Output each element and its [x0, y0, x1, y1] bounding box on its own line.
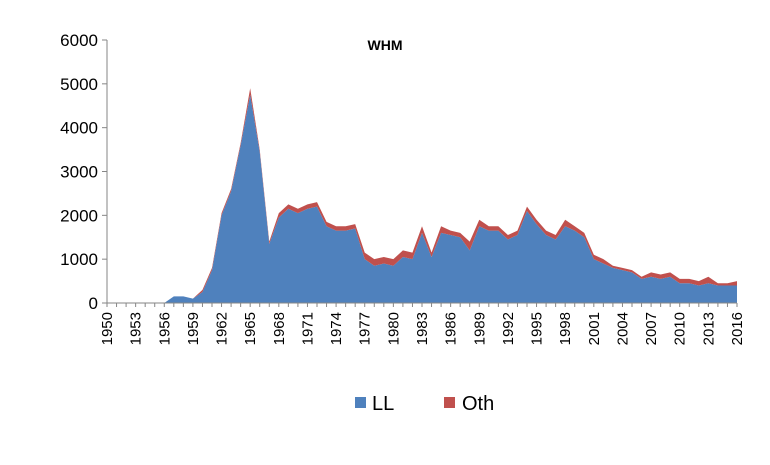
x-axis-ticks: 1950 1953 1956 1959 1962 1965 1968 1971 1974 1977… [99, 303, 746, 345]
x-tick-label: 1965 [242, 312, 259, 345]
x-tick-label: 1974 [328, 312, 345, 345]
legend-label-oth: Oth [462, 393, 494, 415]
series-area-ll [107, 94, 737, 303]
y-tick-label: 2000 [60, 206, 98, 225]
y-tick-label: 1000 [60, 250, 98, 269]
x-tick-label: 1971 [299, 312, 316, 345]
y-tick-label: 3000 [60, 163, 98, 182]
legend-swatch-oth [444, 397, 455, 408]
x-tick-label: 2013 [700, 312, 717, 345]
x-tick-label: 2016 [729, 312, 746, 345]
x-tick-label: 2001 [586, 312, 603, 345]
x-tick-label: 2007 [643, 312, 660, 345]
x-tick-label: 1968 [271, 312, 288, 345]
y-tick-label: 5000 [60, 75, 98, 94]
x-tick-label: 1953 [128, 312, 145, 345]
chart-title: WHM [368, 37, 403, 53]
legend-label-ll: LL [372, 393, 394, 415]
x-tick-label: 1986 [443, 312, 460, 345]
x-tick-label: 1983 [414, 312, 431, 345]
y-tick-label: 6000 [60, 31, 98, 50]
x-tick-label: 1962 [214, 312, 231, 345]
x-tick-label: 1995 [529, 312, 546, 345]
legend: LL Oth [355, 393, 494, 415]
x-tick-label: 1959 [185, 312, 202, 345]
series-layer [107, 88, 737, 303]
x-tick-label: 1992 [500, 312, 517, 345]
y-tick-label: 0 [89, 294, 98, 313]
x-tick-label: 2010 [672, 312, 689, 345]
x-tick-label: 2004 [614, 312, 631, 345]
x-tick-label: 1956 [156, 312, 173, 345]
y-tick-label: 4000 [60, 119, 98, 138]
x-tick-label: 1950 [99, 312, 116, 345]
x-tick-label: 1989 [471, 312, 488, 345]
y-axis-ticks: 0 1000 2000 3000 4000 5000 6000 [60, 31, 107, 313]
legend-swatch-ll [355, 397, 366, 408]
x-tick-label: 1977 [357, 312, 374, 345]
x-tick-label: 1980 [385, 312, 402, 345]
x-tick-label: 1998 [557, 312, 574, 345]
